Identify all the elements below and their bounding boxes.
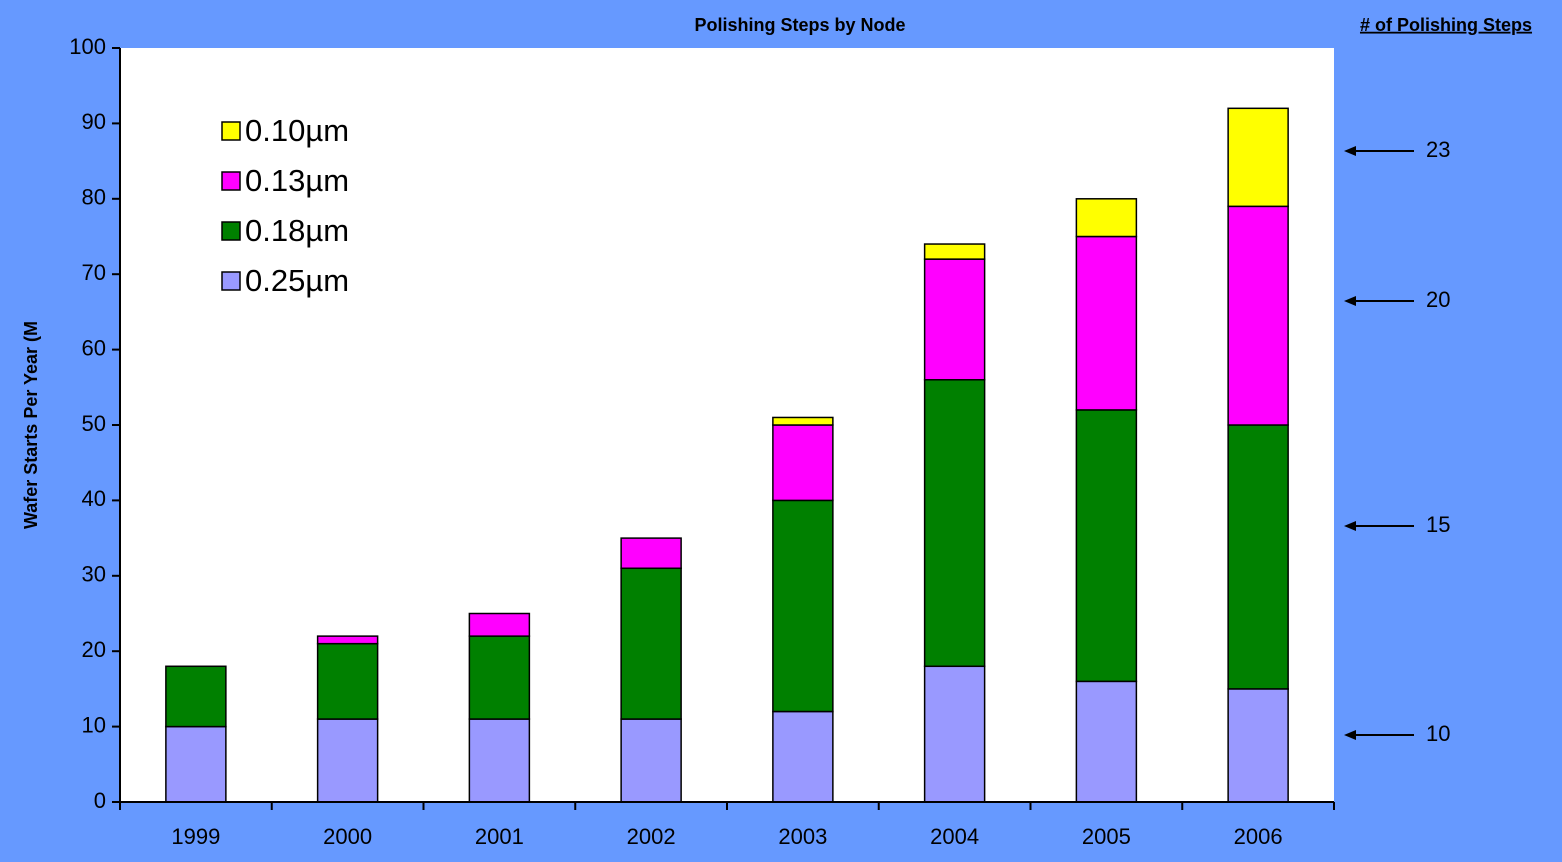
x-tick-label: 1999 (171, 824, 220, 849)
x-tick-label: 2001 (475, 824, 524, 849)
bar-segment (1227, 205, 1289, 426)
y-tick-label: 10 (82, 712, 106, 737)
annotation-arrowhead (1344, 146, 1356, 156)
bar-segment (468, 612, 531, 637)
x-tick-label: 2004 (930, 824, 979, 849)
legend-swatch (221, 271, 241, 291)
bar-segment (772, 416, 834, 426)
annotation-label: 15 (1426, 512, 1450, 537)
bar-segment (1227, 688, 1289, 803)
bar-segment (772, 710, 834, 803)
bar-segment (468, 635, 531, 720)
annotation-label: 23 (1426, 137, 1450, 162)
bar-segment (316, 642, 379, 720)
bar-segment (316, 718, 379, 803)
chart-title: Polishing Steps by Node (694, 15, 905, 35)
plot-area (120, 48, 1334, 802)
bar-segment (923, 243, 986, 260)
bar-segment (1075, 235, 1138, 411)
bar-segment (620, 567, 682, 720)
y-axis-label: Wafer Starts Per Year (M (21, 321, 41, 529)
legend-label: 0.18µm (245, 213, 349, 248)
bar-segment (620, 718, 682, 803)
legend-label: 0.13µm (245, 163, 349, 198)
bar-segment (620, 537, 682, 570)
legend-label: 0.25µm (245, 263, 349, 298)
bar-segment (165, 725, 227, 803)
x-tick-label: 2000 (323, 824, 372, 849)
annotation-arrowhead (1344, 521, 1356, 531)
bar-segment (1075, 680, 1138, 803)
y-tick-label: 90 (82, 109, 106, 134)
bar-segment (923, 665, 986, 803)
y-tick-label: 40 (82, 486, 106, 511)
y-tick-label: 60 (82, 335, 106, 360)
legend-swatch (221, 171, 241, 191)
legend-swatch (221, 221, 241, 241)
y-tick-label: 30 (82, 562, 106, 587)
y-tick-label: 70 (82, 260, 106, 285)
y-tick-label: 100 (69, 34, 106, 59)
bar-segment (923, 379, 986, 668)
bar-segment (1227, 107, 1289, 208)
annotation-label: 20 (1426, 287, 1450, 312)
bar-segment (316, 635, 379, 645)
bar-segment (923, 258, 986, 381)
x-tick-label: 2002 (627, 824, 676, 849)
x-tick-label: 2006 (1234, 824, 1283, 849)
annotation-label: 10 (1426, 721, 1450, 746)
legend-swatch (221, 121, 241, 141)
y-tick-label: 80 (82, 185, 106, 210)
x-tick-label: 2005 (1082, 824, 1131, 849)
legend-label: 0.10µm (245, 113, 349, 148)
annotation-arrowhead (1344, 296, 1356, 306)
annotation-title: # of Polishing Steps (1360, 15, 1532, 35)
bar-segment (772, 499, 834, 713)
bar-segment (1227, 424, 1289, 690)
annotation-arrowhead (1344, 730, 1356, 740)
y-tick-label: 50 (82, 411, 106, 436)
bar-segment (1075, 409, 1138, 683)
bar-segment (468, 718, 531, 803)
y-tick-label: 0 (94, 788, 106, 813)
bar-segment (1075, 198, 1138, 238)
bar-segment (165, 665, 227, 728)
y-tick-label: 20 (82, 637, 106, 662)
bar-segment (772, 424, 834, 502)
x-tick-label: 2003 (778, 824, 827, 849)
